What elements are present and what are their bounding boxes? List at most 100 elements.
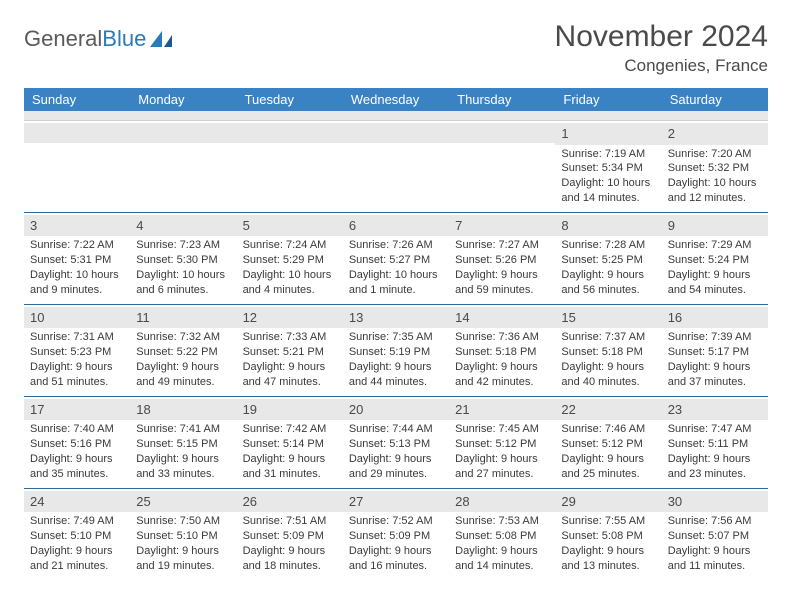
day-number: 20 <box>343 399 449 421</box>
sunset-text: Sunset: 5:22 PM <box>136 345 230 360</box>
sunrise-text: Sunrise: 7:35 AM <box>349 330 443 345</box>
sunrise-text: Sunrise: 7:33 AM <box>243 330 337 345</box>
sunrise-text: Sunrise: 7:29 AM <box>668 238 762 253</box>
sunset-text: Sunset: 5:34 PM <box>561 161 655 176</box>
day-cell: 18Sunrise: 7:41 AMSunset: 5:15 PMDayligh… <box>130 397 236 488</box>
sunset-text: Sunset: 5:16 PM <box>30 437 124 452</box>
day-number <box>343 123 449 143</box>
day-cell: 11Sunrise: 7:32 AMSunset: 5:22 PMDayligh… <box>130 305 236 396</box>
daylight-text: Daylight: 9 hours and 23 minutes. <box>668 452 762 482</box>
sunrise-text: Sunrise: 7:49 AM <box>30 514 124 529</box>
day-number: 28 <box>449 491 555 513</box>
day-number: 12 <box>237 307 343 329</box>
daylight-text: Daylight: 9 hours and 44 minutes. <box>349 360 443 390</box>
day-number: 21 <box>449 399 555 421</box>
day-cell <box>449 121 555 212</box>
sunrise-text: Sunrise: 7:51 AM <box>243 514 337 529</box>
daylight-text: Daylight: 9 hours and 31 minutes. <box>243 452 337 482</box>
brand-logo: GeneralBlue <box>24 20 174 52</box>
day-number: 15 <box>555 307 661 329</box>
page-header: GeneralBlue November 2024 Congenies, Fra… <box>24 20 768 76</box>
day-number <box>449 123 555 143</box>
sunrise-text: Sunrise: 7:40 AM <box>30 422 124 437</box>
title-block: November 2024 Congenies, France <box>555 20 768 76</box>
weekday-label: Friday <box>555 88 661 111</box>
daylight-text: Daylight: 9 hours and 16 minutes. <box>349 544 443 574</box>
daylight-text: Daylight: 9 hours and 11 minutes. <box>668 544 762 574</box>
sunset-text: Sunset: 5:19 PM <box>349 345 443 360</box>
day-number: 19 <box>237 399 343 421</box>
day-cell: 6Sunrise: 7:26 AMSunset: 5:27 PMDaylight… <box>343 213 449 304</box>
day-number: 7 <box>449 215 555 237</box>
sunset-text: Sunset: 5:21 PM <box>243 345 337 360</box>
day-number: 10 <box>24 307 130 329</box>
sunrise-text: Sunrise: 7:53 AM <box>455 514 549 529</box>
day-cell: 2Sunrise: 7:20 AMSunset: 5:32 PMDaylight… <box>662 121 768 212</box>
weekday-label: Tuesday <box>237 88 343 111</box>
weeks-container: 1Sunrise: 7:19 AMSunset: 5:34 PMDaylight… <box>24 121 768 580</box>
day-number: 1 <box>555 123 661 145</box>
sunset-text: Sunset: 5:15 PM <box>136 437 230 452</box>
daylight-text: Daylight: 10 hours and 14 minutes. <box>561 176 655 206</box>
weekday-label: Wednesday <box>343 88 449 111</box>
sunset-text: Sunset: 5:11 PM <box>668 437 762 452</box>
weekday-header-row: SundayMondayTuesdayWednesdayThursdayFrid… <box>24 88 768 111</box>
day-number: 29 <box>555 491 661 513</box>
day-cell: 15Sunrise: 7:37 AMSunset: 5:18 PMDayligh… <box>555 305 661 396</box>
daylight-text: Daylight: 9 hours and 33 minutes. <box>136 452 230 482</box>
sunrise-text: Sunrise: 7:56 AM <box>668 514 762 529</box>
day-cell <box>24 121 130 212</box>
daylight-text: Daylight: 9 hours and 25 minutes. <box>561 452 655 482</box>
day-cell <box>130 121 236 212</box>
sunrise-text: Sunrise: 7:23 AM <box>136 238 230 253</box>
sunset-text: Sunset: 5:08 PM <box>455 529 549 544</box>
sunrise-text: Sunrise: 7:46 AM <box>561 422 655 437</box>
calendar-grid: SundayMondayTuesdayWednesdayThursdayFrid… <box>24 88 768 580</box>
day-cell: 24Sunrise: 7:49 AMSunset: 5:10 PMDayligh… <box>24 489 130 580</box>
day-cell: 16Sunrise: 7:39 AMSunset: 5:17 PMDayligh… <box>662 305 768 396</box>
daylight-text: Daylight: 9 hours and 29 minutes. <box>349 452 443 482</box>
day-cell: 21Sunrise: 7:45 AMSunset: 5:12 PMDayligh… <box>449 397 555 488</box>
sunrise-text: Sunrise: 7:50 AM <box>136 514 230 529</box>
day-cell: 13Sunrise: 7:35 AMSunset: 5:19 PMDayligh… <box>343 305 449 396</box>
day-number: 23 <box>662 399 768 421</box>
day-cell: 30Sunrise: 7:56 AMSunset: 5:07 PMDayligh… <box>662 489 768 580</box>
sunset-text: Sunset: 5:12 PM <box>561 437 655 452</box>
sunset-text: Sunset: 5:29 PM <box>243 253 337 268</box>
day-cell: 7Sunrise: 7:27 AMSunset: 5:26 PMDaylight… <box>449 213 555 304</box>
daylight-text: Daylight: 9 hours and 56 minutes. <box>561 268 655 298</box>
daylight-text: Daylight: 10 hours and 1 minute. <box>349 268 443 298</box>
sunset-text: Sunset: 5:07 PM <box>668 529 762 544</box>
daylight-text: Daylight: 10 hours and 12 minutes. <box>668 176 762 206</box>
daylight-text: Daylight: 9 hours and 47 minutes. <box>243 360 337 390</box>
day-cell: 20Sunrise: 7:44 AMSunset: 5:13 PMDayligh… <box>343 397 449 488</box>
day-cell: 23Sunrise: 7:47 AMSunset: 5:11 PMDayligh… <box>662 397 768 488</box>
day-number: 11 <box>130 307 236 329</box>
brand-gray: General <box>24 26 102 51</box>
sail-icon <box>148 29 174 49</box>
day-number: 13 <box>343 307 449 329</box>
sunset-text: Sunset: 5:17 PM <box>668 345 762 360</box>
day-number: 27 <box>343 491 449 513</box>
sunrise-text: Sunrise: 7:41 AM <box>136 422 230 437</box>
sunrise-text: Sunrise: 7:37 AM <box>561 330 655 345</box>
header-spacer <box>24 111 768 121</box>
daylight-text: Daylight: 9 hours and 18 minutes. <box>243 544 337 574</box>
daylight-text: Daylight: 10 hours and 9 minutes. <box>30 268 124 298</box>
sunrise-text: Sunrise: 7:26 AM <box>349 238 443 253</box>
daylight-text: Daylight: 9 hours and 51 minutes. <box>30 360 124 390</box>
day-number <box>237 123 343 143</box>
day-number: 4 <box>130 215 236 237</box>
day-number: 16 <box>662 307 768 329</box>
sunset-text: Sunset: 5:31 PM <box>30 253 124 268</box>
week-row: 24Sunrise: 7:49 AMSunset: 5:10 PMDayligh… <box>24 488 768 580</box>
day-number: 25 <box>130 491 236 513</box>
day-number: 5 <box>237 215 343 237</box>
sunset-text: Sunset: 5:32 PM <box>668 161 762 176</box>
day-number <box>24 123 130 143</box>
sunrise-text: Sunrise: 7:22 AM <box>30 238 124 253</box>
day-number: 17 <box>24 399 130 421</box>
sunrise-text: Sunrise: 7:47 AM <box>668 422 762 437</box>
day-cell: 4Sunrise: 7:23 AMSunset: 5:30 PMDaylight… <box>130 213 236 304</box>
month-title: November 2024 <box>555 20 768 54</box>
